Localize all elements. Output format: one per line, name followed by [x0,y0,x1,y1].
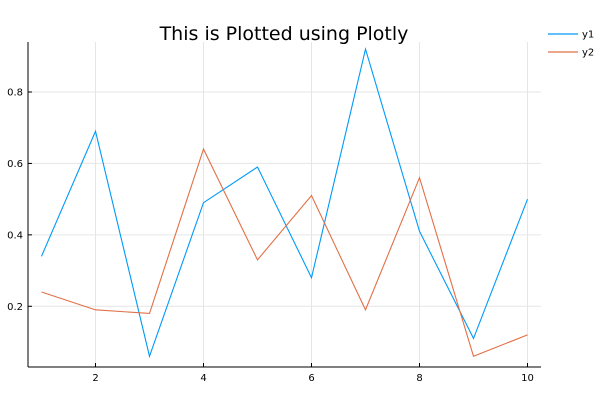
plot-area [40,47,529,359]
legend-label-y1: y1 [582,30,594,41]
x-tick-label: 10 [521,373,534,384]
y-tick-label: 0.2 [7,302,23,313]
axes: 2 4 6 8 10 0.2 0.4 0.6 0.8 [7,42,541,384]
y-tick-label: 0.6 [7,159,23,170]
y-tick-label: 0.4 [7,230,23,241]
legend: y1 y2 [548,30,594,59]
grid [28,42,541,367]
x-tick-label: 2 [92,373,98,384]
chart-title: This is Plotted using Plotly [159,23,409,45]
legend-label-y2: y2 [582,48,594,59]
series-line-y2 [41,147,528,358]
x-tick-label: 4 [200,373,206,384]
x-tick-label: 6 [308,373,314,384]
x-tick-label: 8 [416,373,422,384]
series-line-y1 [40,47,529,359]
y-tick-label: 0.8 [7,88,23,99]
